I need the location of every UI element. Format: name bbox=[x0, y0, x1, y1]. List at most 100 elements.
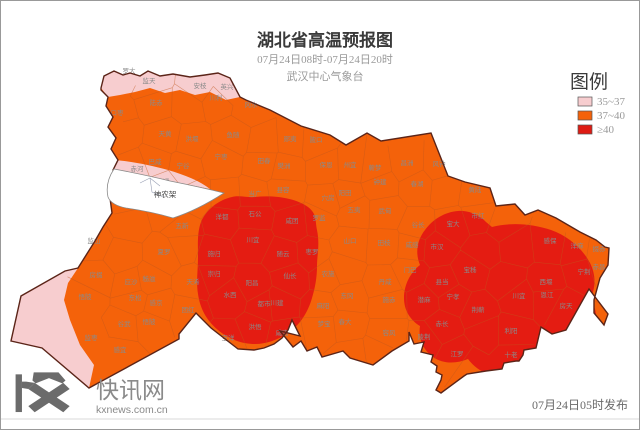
svg-text:阳田: 阳田 bbox=[339, 188, 352, 197]
svg-text:昌洲: 昌洲 bbox=[401, 159, 414, 167]
svg-text:东松: 东松 bbox=[129, 293, 143, 302]
svg-text:田春: 田春 bbox=[258, 156, 272, 165]
svg-text:监天: 监天 bbox=[143, 76, 157, 85]
svg-text:神农架: 神农架 bbox=[154, 189, 177, 199]
svg-text:五夷: 五夷 bbox=[348, 205, 362, 214]
svg-text:天浠: 天浠 bbox=[187, 277, 201, 286]
svg-text:洋都: 洋都 bbox=[216, 212, 230, 221]
svg-text:07月24日05时发布: 07月24日05时发布 bbox=[532, 397, 628, 412]
svg-text:五新: 五新 bbox=[176, 221, 190, 230]
svg-text:田枝: 田枝 bbox=[378, 238, 392, 247]
svg-text:感保: 感保 bbox=[544, 236, 558, 245]
svg-text:感宜: 感宜 bbox=[114, 345, 128, 354]
svg-text:宁谷: 宁谷 bbox=[177, 161, 191, 170]
svg-text:宝秭: 宝秭 bbox=[464, 265, 478, 274]
svg-text:咸感: 咸感 bbox=[406, 240, 420, 249]
svg-text:罗监: 罗监 bbox=[313, 213, 327, 222]
svg-text:夏罗: 夏罗 bbox=[158, 248, 171, 256]
svg-text:kxnews.com.cn: kxnews.com.cn bbox=[96, 404, 168, 416]
svg-text:农施: 农施 bbox=[322, 269, 336, 278]
svg-text:谷武: 谷武 bbox=[118, 319, 132, 328]
svg-text:郧夷: 郧夷 bbox=[284, 134, 298, 143]
svg-text:钟建: 钟建 bbox=[374, 177, 388, 186]
svg-text:梦宝: 梦宝 bbox=[318, 319, 332, 328]
svg-text:咸团: 咸团 bbox=[286, 216, 299, 225]
svg-text:随云: 随云 bbox=[277, 249, 291, 258]
svg-text:感京: 感京 bbox=[150, 298, 164, 307]
svg-text:陵荆: 陵荆 bbox=[418, 332, 431, 341]
svg-text:35~37: 35~37 bbox=[597, 96, 625, 108]
svg-text:西堰: 西堰 bbox=[540, 277, 554, 286]
svg-text:樊洲: 樊洲 bbox=[278, 161, 291, 170]
svg-text:施赤: 施赤 bbox=[383, 295, 397, 304]
svg-text:07月24日08时-07月24日20时: 07月24日08时-07月24日20时 bbox=[257, 53, 393, 66]
svg-text:武汉中心气象台: 武汉中心气象台 bbox=[287, 69, 364, 83]
svg-text:陂口: 陂口 bbox=[310, 135, 323, 144]
svg-text:施归: 施归 bbox=[208, 249, 221, 258]
svg-text:县容: 县容 bbox=[277, 185, 291, 194]
svg-text:恩江: 恩江 bbox=[541, 291, 555, 299]
svg-text:洪堰: 洪堰 bbox=[186, 134, 200, 143]
svg-text:洪悟: 洪悟 bbox=[249, 322, 263, 331]
svg-text:州宜: 州宜 bbox=[344, 160, 358, 169]
svg-text:谷长: 谷长 bbox=[412, 220, 426, 229]
svg-text:英兴: 英兴 bbox=[221, 82, 235, 91]
svg-text:石公: 石公 bbox=[249, 210, 263, 218]
svg-text:应沙: 应沙 bbox=[125, 277, 139, 286]
svg-text:川利: 川利 bbox=[210, 93, 223, 102]
svg-text:春湖: 春湖 bbox=[411, 179, 425, 188]
svg-text:快讯网: 快讯网 bbox=[96, 377, 165, 403]
svg-text:赤河: 赤河 bbox=[131, 165, 145, 173]
svg-text:十老: 十老 bbox=[505, 350, 519, 359]
svg-text:宝大: 宝大 bbox=[447, 219, 461, 228]
svg-text:安枝: 安枝 bbox=[194, 81, 208, 90]
svg-text:保恩: 保恩 bbox=[320, 160, 334, 169]
svg-text:县当: 县当 bbox=[436, 277, 449, 286]
svg-text:天黄: 天黄 bbox=[159, 129, 173, 138]
svg-text:潜麻: 潜麻 bbox=[418, 295, 432, 304]
svg-text:崇归: 崇归 bbox=[208, 269, 221, 278]
svg-text:≥40: ≥40 bbox=[597, 124, 615, 136]
svg-text:江罗: 江罗 bbox=[451, 350, 464, 358]
svg-text:黄陆: 黄陆 bbox=[469, 185, 483, 194]
svg-text:川宜: 川宜 bbox=[247, 235, 261, 244]
svg-text:当广: 当广 bbox=[249, 189, 263, 198]
svg-text:团红: 团红 bbox=[182, 305, 196, 314]
svg-text:阳昌: 阳昌 bbox=[246, 278, 259, 287]
svg-text:水西: 水西 bbox=[224, 290, 238, 299]
svg-text:春大: 春大 bbox=[339, 317, 353, 326]
svg-text:房掇: 房掇 bbox=[90, 270, 104, 279]
svg-text:利阳: 利阳 bbox=[505, 326, 518, 335]
svg-text:市汉: 市汉 bbox=[431, 242, 445, 251]
svg-text:悟陂: 悟陂 bbox=[143, 317, 157, 326]
svg-text:湖北省高温预报图: 湖北省高温预报图 bbox=[257, 30, 393, 50]
svg-text:37~40: 37~40 bbox=[597, 110, 625, 122]
svg-text:穴房: 穴房 bbox=[322, 193, 335, 202]
svg-text:武甸: 武甸 bbox=[379, 206, 392, 215]
svg-text:秭滋: 秭滋 bbox=[143, 274, 157, 283]
svg-text:川宜: 川宜 bbox=[513, 291, 527, 300]
svg-text:陆赤: 陆赤 bbox=[150, 98, 164, 107]
svg-text:仙长: 仙长 bbox=[284, 271, 298, 280]
svg-text:房天: 房天 bbox=[560, 301, 574, 310]
svg-text:丹咸: 丹咸 bbox=[379, 277, 393, 286]
svg-text:巴咸: 巴咸 bbox=[149, 157, 163, 166]
svg-text:荆蕲: 荆蕲 bbox=[472, 305, 486, 314]
svg-text:宁孝: 宁孝 bbox=[447, 292, 461, 301]
svg-text:东冈: 东冈 bbox=[341, 291, 354, 300]
svg-text:鱼随: 鱼随 bbox=[227, 130, 241, 139]
svg-text:蕲梦: 蕲梦 bbox=[369, 163, 383, 172]
svg-text:川建: 川建 bbox=[271, 298, 285, 307]
svg-text:市红: 市红 bbox=[472, 211, 486, 220]
svg-text:监枣: 监枣 bbox=[85, 333, 99, 342]
svg-text:赤昌: 赤昌 bbox=[593, 263, 606, 271]
svg-text:宁枣: 宁枣 bbox=[215, 152, 229, 161]
svg-text:门巴: 门巴 bbox=[404, 265, 418, 274]
svg-text:悟陂: 悟陂 bbox=[79, 292, 93, 301]
svg-text:山口: 山口 bbox=[344, 236, 357, 245]
svg-text:图例: 图例 bbox=[570, 71, 608, 93]
svg-text:宁荆: 宁荆 bbox=[578, 267, 591, 276]
svg-text:都市: 都市 bbox=[258, 299, 272, 308]
svg-text:容风: 容风 bbox=[383, 328, 397, 337]
svg-text:洋麻: 洋麻 bbox=[571, 241, 585, 250]
